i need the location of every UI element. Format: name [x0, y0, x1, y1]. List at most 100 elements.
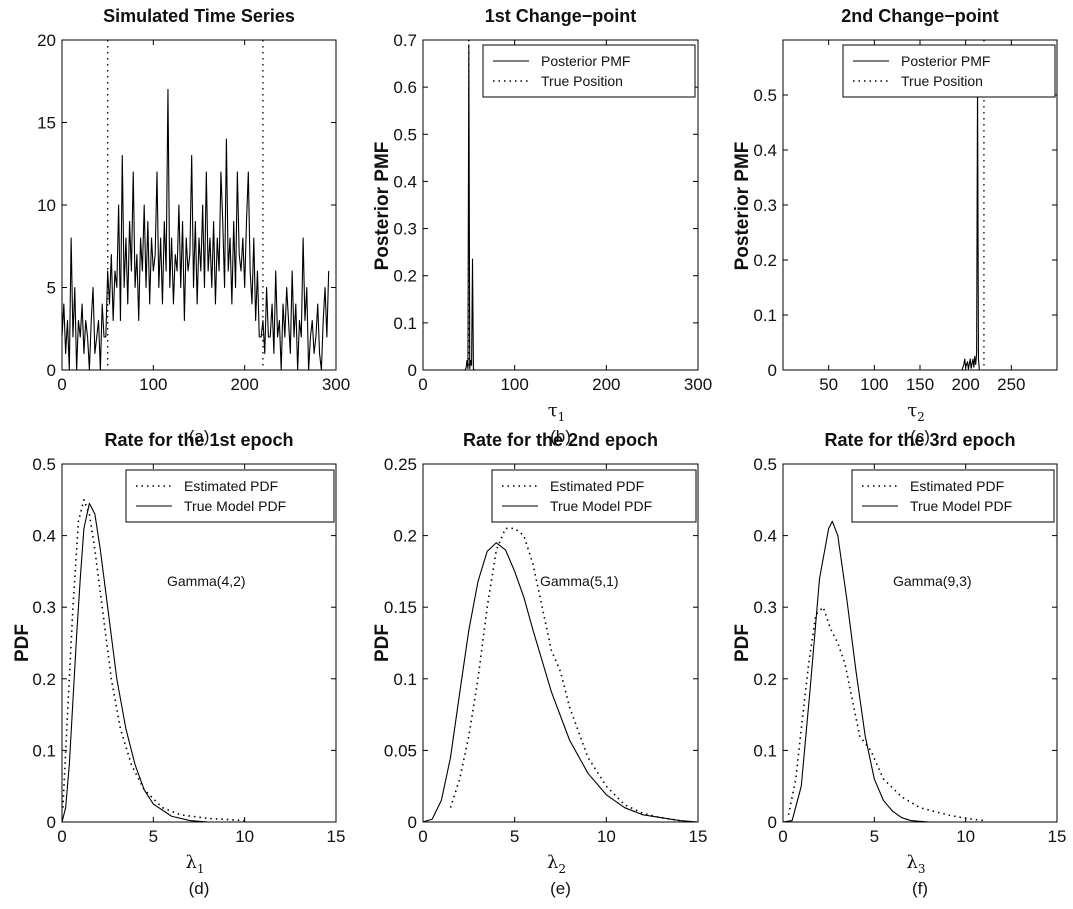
x-axis-symbol: λ: [547, 852, 558, 873]
x-axis-label: τ2: [907, 400, 925, 424]
x-axis-subscript: 2: [558, 862, 566, 876]
x-axis-symbol: λ: [906, 852, 917, 873]
plot-area: [423, 527, 698, 822]
y-tick-label: 0: [47, 813, 56, 832]
x-tick-label: 0: [57, 827, 66, 846]
legend-box: [851, 469, 1055, 523]
y-tick-label: 0.5: [393, 125, 417, 144]
panel-caption: (e): [550, 879, 571, 898]
y-tick-label: 0.15: [384, 598, 417, 617]
panel-caption: (f): [912, 879, 928, 898]
panel-a: Simulated Time Series 0 100 200 300 0 5 10 15 20 (…: [37, 6, 350, 446]
x-tick-label: 200: [592, 375, 620, 394]
series-estimated-pdf: [62, 499, 245, 822]
y-tick-label: 0.1: [753, 306, 777, 325]
panel-caption: (c): [910, 427, 930, 446]
y-tick-label: 0.05: [384, 741, 417, 760]
plot-area: [423, 40, 698, 370]
legend-box: [491, 469, 697, 523]
panel-caption: (b): [550, 427, 571, 446]
legend-entry: True Model PDF: [910, 498, 1012, 514]
legend-entry: True Position: [901, 73, 983, 89]
x-tick-label: 150: [906, 375, 934, 394]
y-axis-label: PDF: [732, 624, 753, 662]
y-tick-label: 0: [47, 361, 56, 380]
x-axis-subscript: 2: [917, 410, 925, 424]
legend-entry: Posterior PMF: [901, 53, 990, 69]
x-axis-label: τ1: [548, 400, 566, 424]
x-tick-label: 15: [1048, 827, 1067, 846]
legend-entry: True Model PDF: [550, 498, 652, 514]
series-true-model-pdf: [783, 520, 1057, 822]
series-true-model-pdf: [62, 502, 336, 822]
y-tick-label: 0.1: [393, 314, 417, 333]
legend-box: [842, 44, 1056, 98]
x-axis-symbol: τ: [907, 400, 917, 421]
chart-title: Rate for the 2nd epoch: [463, 430, 658, 450]
x-tick-label: 300: [322, 375, 350, 394]
y-tick-label: 0: [408, 361, 417, 380]
panel-caption: (d): [189, 879, 210, 898]
x-axis-symbol: τ: [548, 400, 558, 421]
y-tick-label: 0.4: [32, 527, 56, 546]
x-axis-symbol: λ: [185, 852, 196, 873]
y-tick-label: 0.25: [384, 455, 417, 474]
y-tick-label: 0.2: [393, 527, 417, 546]
legend: Posterior PMF True Position: [482, 44, 696, 98]
y-tick-label: 0.5: [32, 455, 56, 474]
legend: Posterior PMF True Position: [842, 44, 1056, 98]
y-tick-label: 0.6: [393, 78, 417, 97]
distribution-annotation: Gamma(9,3): [893, 573, 972, 589]
y-tick-label: 0.4: [753, 527, 777, 546]
x-tick-label: 0: [418, 827, 427, 846]
y-tick-label: 20: [37, 31, 56, 50]
panel-caption: (a): [189, 427, 210, 446]
y-tick-label: 5: [47, 279, 56, 298]
y-tick-label: 0.3: [393, 220, 417, 239]
x-axis-subscript: 1: [558, 410, 566, 424]
chart-title: 2nd Change−point: [841, 6, 999, 26]
x-tick-label: 250: [997, 375, 1025, 394]
y-tick-label: 0.4: [393, 172, 417, 191]
x-tick-label: 10: [597, 827, 616, 846]
plot-area: [62, 40, 330, 370]
x-axis-label: λ3: [906, 852, 925, 876]
x-tick-label: 300: [684, 375, 712, 394]
y-tick-label: 0: [768, 361, 777, 380]
legend: Estimated PDF True Model PDF: [851, 469, 1055, 523]
panel-f: Rate for the 3rd epoch 0 5 10 15 0 0.1 0.2 0.3 0.…: [732, 430, 1066, 898]
y-tick-label: 0.4: [753, 141, 777, 160]
y-tick-label: 10: [37, 196, 56, 215]
y-tick-label: 0.5: [753, 455, 777, 474]
x-tick-label: 200: [230, 375, 258, 394]
y-tick-label: 0.1: [753, 741, 777, 760]
x-tick-label: 100: [139, 375, 167, 394]
y-axis-label: Posterior PMF: [732, 142, 753, 271]
chart-title: Rate for the 1st epoch: [104, 430, 293, 450]
y-tick-label: 0.3: [32, 598, 56, 617]
y-tick-label: 0.1: [393, 670, 417, 689]
y-tick-label: 0.3: [753, 598, 777, 617]
y-tick-label: 0.1: [32, 741, 56, 760]
plot-frame: [782, 463, 1058, 823]
x-axis-subscript: 1: [197, 862, 205, 876]
distribution-annotation: Gamma(4,2): [167, 573, 246, 589]
x-tick-label: 15: [689, 827, 708, 846]
x-tick-label: 5: [510, 827, 519, 846]
y-tick-label: 0.5: [753, 86, 777, 105]
legend-entry: True Model PDF: [184, 498, 286, 514]
legend-box: [482, 44, 696, 98]
y-tick-label: 0.2: [753, 670, 777, 689]
legend-entry: Estimated PDF: [910, 478, 1004, 494]
x-tick-label: 0: [418, 375, 427, 394]
legend-entry: Posterior PMF: [541, 53, 630, 69]
x-axis-subscript: 3: [918, 862, 926, 876]
legend-entry: True Position: [541, 73, 623, 89]
legend-entry: Estimated PDF: [550, 478, 644, 494]
x-tick-label: 5: [870, 827, 879, 846]
x-axis-label: λ1: [185, 852, 204, 876]
legend-entry: Estimated PDF: [184, 478, 278, 494]
series-posterior-pmf: [423, 44, 698, 370]
chart-title: Simulated Time Series: [103, 6, 295, 26]
